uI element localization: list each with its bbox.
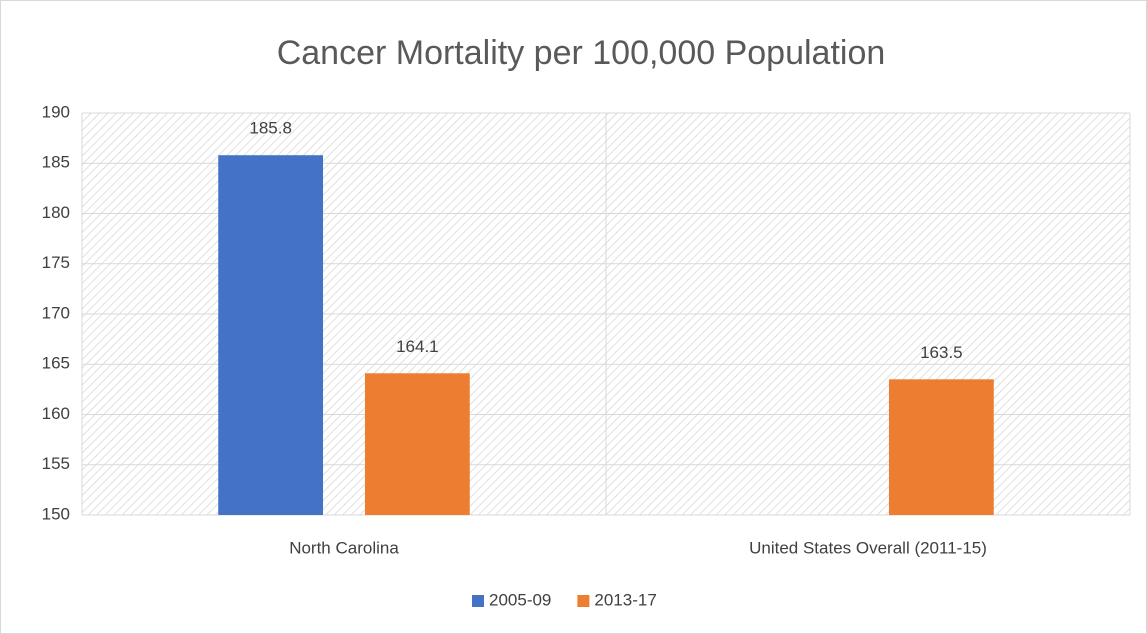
- bar: [218, 155, 324, 515]
- y-tick-label: 170: [42, 303, 70, 322]
- legend-label: 2005-09: [489, 590, 551, 609]
- y-tick-label: 185: [42, 153, 70, 172]
- data-label: 185.8: [249, 119, 292, 138]
- y-tick-label: 155: [42, 454, 70, 473]
- y-tick-label: 160: [42, 404, 70, 423]
- y-tick-label: 190: [42, 102, 70, 121]
- data-label: 163.5: [920, 343, 963, 362]
- y-tick-label: 180: [42, 203, 70, 222]
- x-tick-label: United States Overall (2011-15): [749, 538, 987, 557]
- chart-title: Cancer Mortality per 100,000 Population: [277, 34, 886, 72]
- y-tick-label: 175: [42, 253, 70, 272]
- bar: [888, 379, 994, 515]
- data-label: 164.1: [396, 337, 439, 356]
- legend-swatch: [577, 595, 590, 607]
- y-tick-label: 150: [42, 504, 70, 523]
- bar: [364, 373, 470, 515]
- x-tick-label: North Carolina: [289, 538, 399, 557]
- legend-swatch: [472, 595, 484, 607]
- y-tick-label: 165: [42, 354, 70, 373]
- legend-label: 2013-17: [594, 590, 656, 609]
